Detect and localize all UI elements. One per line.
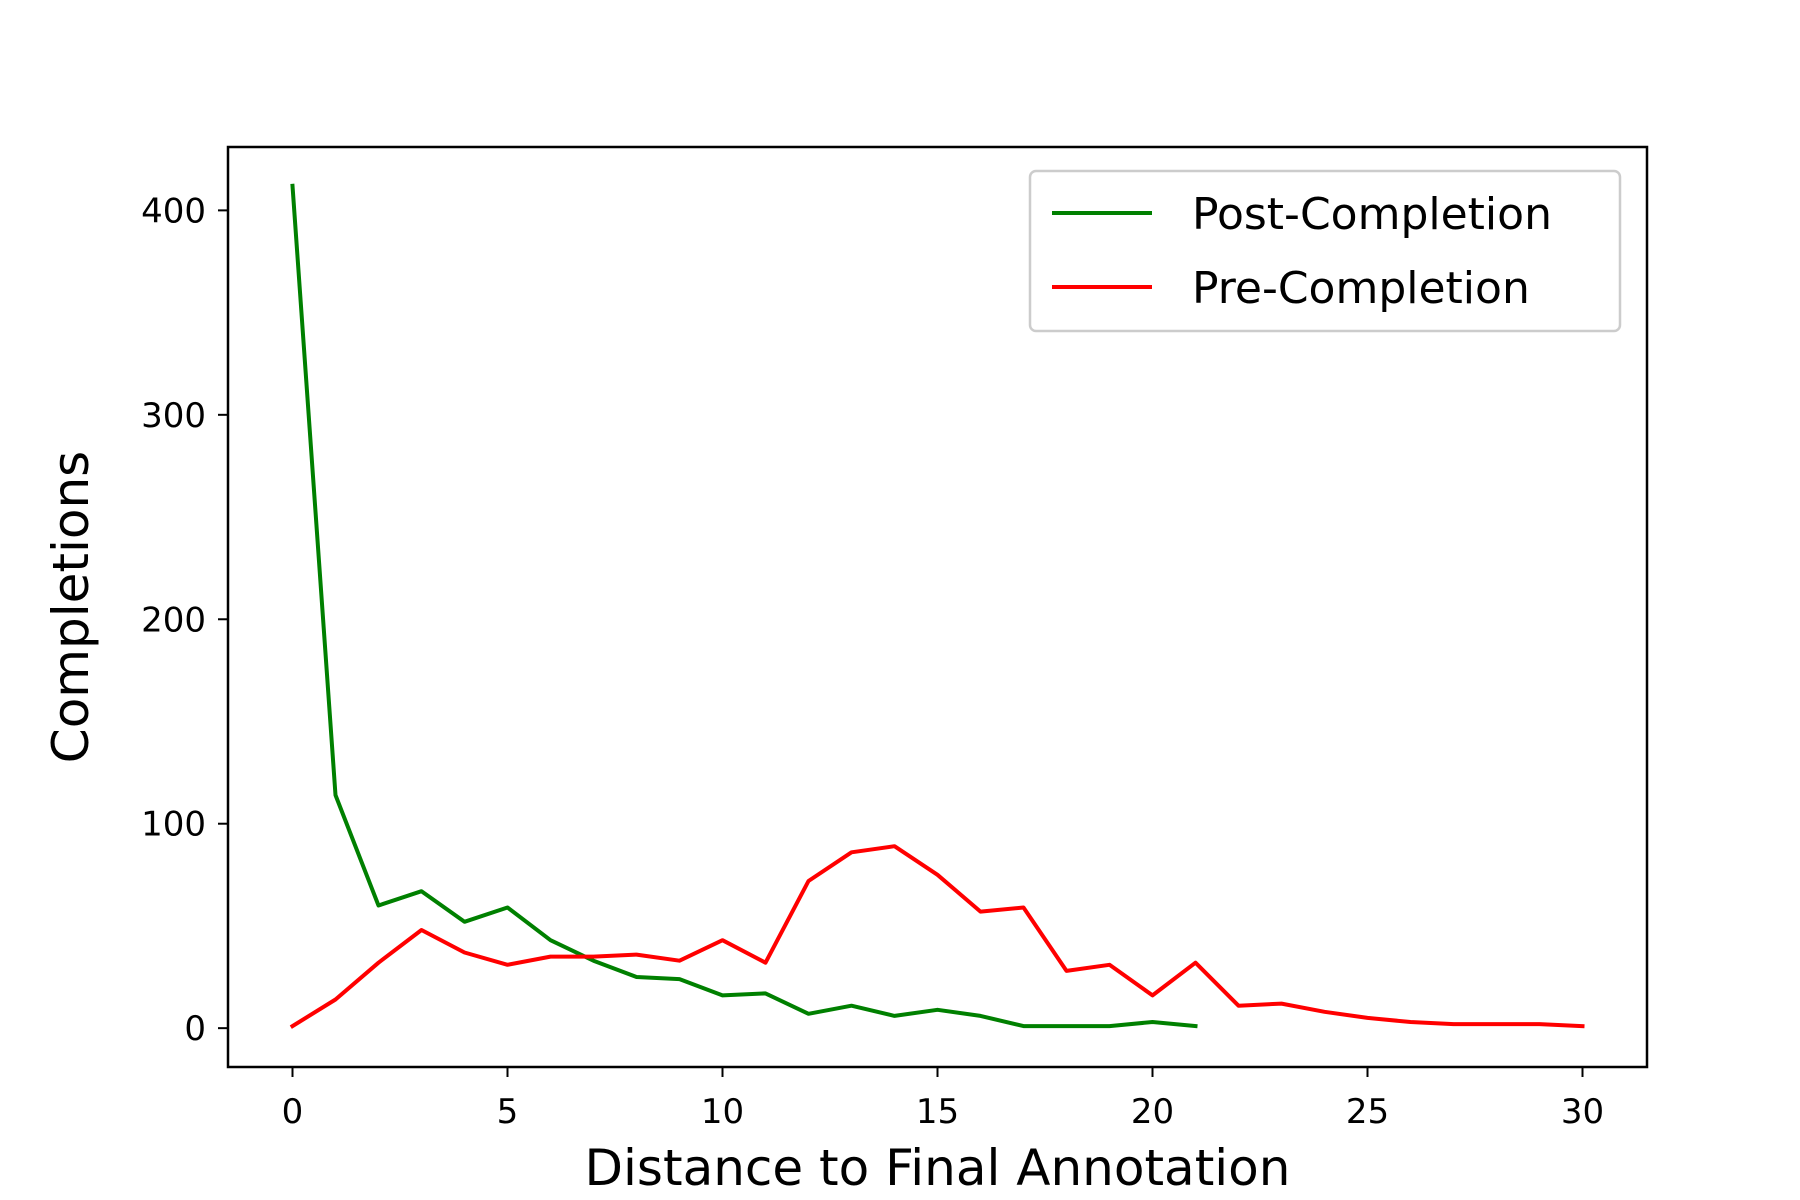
x-tick-label: 25 [1346,1092,1389,1132]
y-tick-label: 300 [141,396,206,436]
x-tick-label: 30 [1561,1092,1604,1132]
y-tick-label: 0 [184,1009,206,1049]
legend-label-post-completion: Post-Completion [1192,189,1552,240]
x-tick-label: 15 [916,1092,959,1132]
y-tick-label: 200 [141,600,206,640]
series-line-post-completion [290,183,1198,1029]
y-tick-label: 400 [141,191,206,231]
x-axis: 0 5 10 15 20 25 30 [282,1067,1604,1132]
series-line-pre-completion [289,844,1585,1029]
y-axis-title: Completions [42,451,100,763]
legend-box [1028,169,1622,333]
x-axis-title: Distance to Final Annotation [585,1139,1291,1197]
x-tick-label: 0 [282,1092,304,1132]
x-tick-label: 10 [701,1092,744,1132]
x-tick-label: 5 [497,1092,519,1132]
y-tick-label: 100 [141,805,206,845]
legend-label-pre-completion: Pre-Completion [1192,263,1530,314]
series-layer [289,183,1585,1029]
y-axis: 0 100 200 300 400 [141,191,228,1049]
legend: Post-Completion Pre-Completion [1028,169,1622,333]
x-tick-label: 20 [1131,1092,1174,1132]
